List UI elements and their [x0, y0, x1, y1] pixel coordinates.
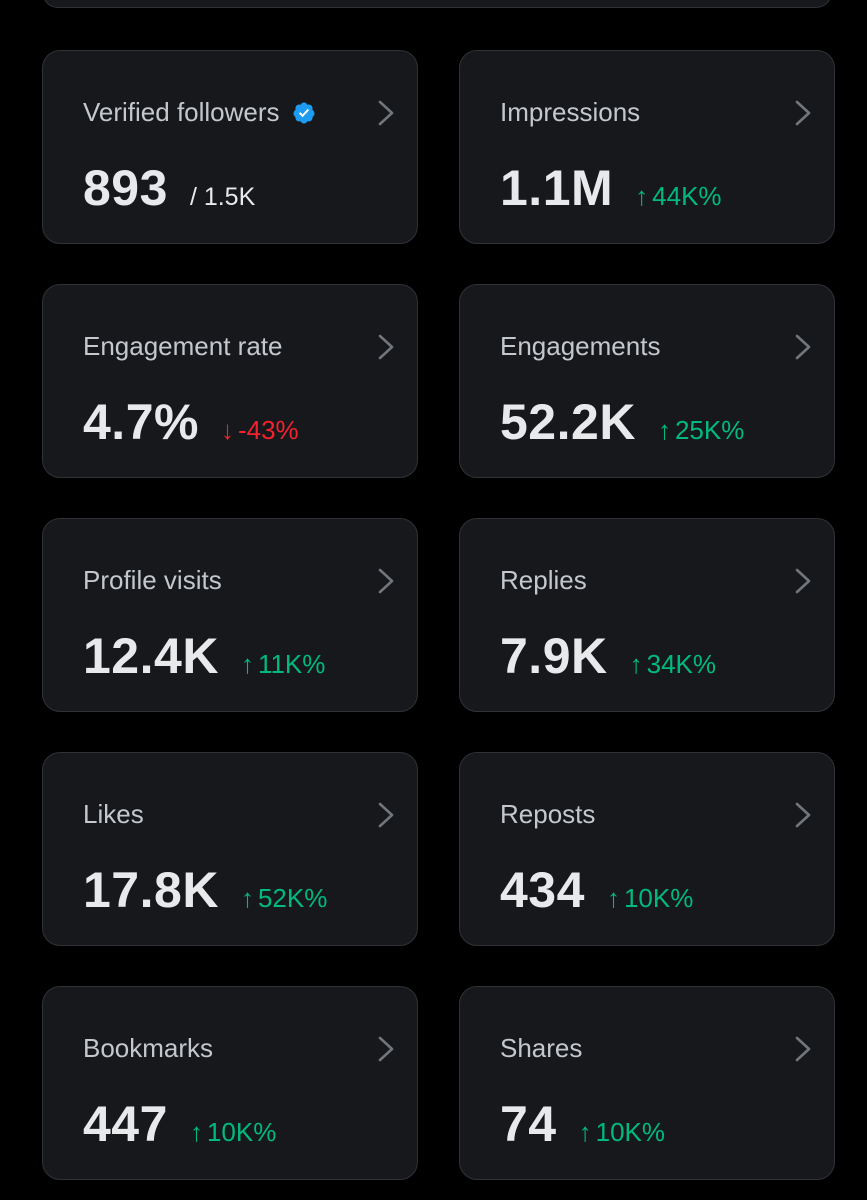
card-label: Bookmarks	[83, 1033, 214, 1063]
change-value: 10K%	[623, 883, 694, 913]
chevron-right-icon	[378, 100, 394, 126]
card-impressions[interactable]: Impressions 1.1M ↑ 44K%	[459, 50, 835, 244]
metric-value: 434	[500, 862, 585, 918]
value-row: 1.1M ↑ 44K%	[500, 159, 722, 217]
arrow-up-icon: ↑	[240, 649, 254, 679]
value-row: 12.4K ↑ 11K%	[83, 627, 325, 685]
arrow-up-icon: ↑	[635, 181, 649, 211]
card-engagements[interactable]: Engagements 52.2K ↑ 25K%	[459, 284, 835, 478]
metric-value: 1.1M	[500, 160, 614, 216]
metric-value: 4.7%	[83, 394, 199, 450]
card-label: Reposts	[500, 799, 596, 829]
value-row: 4.7% ↓ -43%	[83, 393, 299, 451]
arrow-up-icon: ↑	[629, 649, 643, 679]
card-replies[interactable]: Replies 7.9K ↑ 34K%	[459, 518, 835, 712]
arrow-up-icon: ↑	[578, 1117, 592, 1147]
card-label: Shares	[500, 1033, 583, 1063]
metric-total: / 1.5K	[189, 183, 256, 211]
change-indicator: ↑ 10K%	[190, 1117, 276, 1148]
card-label: Likes	[83, 799, 144, 829]
value-row: 434 ↑ 10K%	[500, 861, 693, 919]
card-likes[interactable]: Likes 17.8K ↑ 52K%	[42, 752, 418, 946]
metric-value: 12.4K	[83, 628, 219, 684]
change-value: 25K%	[674, 415, 745, 445]
arrow-up-icon: ↑	[657, 415, 671, 445]
card-reposts[interactable]: Reposts 434 ↑ 10K%	[459, 752, 835, 946]
card-label-text: Verified followers	[83, 97, 280, 127]
change-indicator: ↑ 10K%	[607, 883, 693, 914]
card-label: Engagement rate	[83, 331, 283, 361]
metric-value: 74	[500, 1096, 557, 1152]
metric-value: 447	[83, 1096, 168, 1152]
card-label: Replies	[500, 565, 587, 595]
chevron-right-icon	[795, 1036, 811, 1062]
change-value: 10K%	[595, 1117, 666, 1147]
card-profile-visits[interactable]: Profile visits 12.4K ↑ 11K%	[42, 518, 418, 712]
change-indicator: ↑ 34K%	[630, 649, 716, 680]
chevron-right-icon	[378, 568, 394, 594]
card-shares[interactable]: Shares 74 ↑ 10K%	[459, 986, 835, 1180]
chevron-right-icon	[378, 334, 394, 360]
card-bookmarks[interactable]: Bookmarks 447 ↑ 10K%	[42, 986, 418, 1180]
chevron-right-icon	[378, 1036, 394, 1062]
arrow-up-icon: ↑	[240, 883, 254, 913]
value-row: 893 / 1.5K	[83, 159, 255, 217]
arrow-down-icon: ↓	[220, 415, 234, 445]
metric-value: 52.2K	[500, 394, 636, 450]
chevron-right-icon	[378, 802, 394, 828]
chevron-right-icon	[795, 100, 811, 126]
chevron-right-icon	[795, 802, 811, 828]
card-label: Profile visits	[83, 565, 222, 595]
value-row: 7.9K ↑ 34K%	[500, 627, 716, 685]
value-row: 447 ↑ 10K%	[83, 1095, 276, 1153]
change-value: 10K%	[206, 1117, 277, 1147]
change-value: 52K%	[257, 883, 328, 913]
metric-value: 893	[83, 160, 168, 216]
metric-value: 17.8K	[83, 862, 219, 918]
change-value: 44K%	[652, 181, 722, 211]
chevron-right-icon	[795, 568, 811, 594]
metric-value: 7.9K	[500, 628, 608, 684]
change-indicator: ↑ 52K%	[241, 883, 327, 914]
value-row: 17.8K ↑ 52K%	[83, 861, 327, 919]
chevron-right-icon	[795, 334, 811, 360]
card-label: Impressions	[500, 97, 641, 127]
card-label: Verified followers	[83, 97, 316, 128]
card-label: Engagements	[500, 331, 661, 361]
card-verified-followers[interactable]: Verified followers 893 / 1.5K	[42, 50, 418, 244]
verified-badge-icon	[293, 102, 315, 123]
card-engagement-rate[interactable]: Engagement rate 4.7% ↓ -43%	[42, 284, 418, 478]
value-row: 52.2K ↑ 25K%	[500, 393, 744, 451]
arrow-up-icon: ↑	[606, 883, 620, 913]
change-value: 34K%	[646, 649, 717, 679]
previous-card-edge	[42, 0, 832, 8]
change-value: -43%	[237, 415, 299, 445]
value-row: 74 ↑ 10K%	[500, 1095, 665, 1153]
metrics-grid: Verified followers 893 / 1.5K Impression…	[42, 50, 835, 1180]
change-indicator: ↓ -43%	[221, 415, 299, 446]
change-indicator: ↑ 25K%	[658, 415, 744, 446]
change-value: 11K%	[257, 649, 326, 679]
change-indicator: ↑ 11K%	[241, 649, 325, 680]
arrow-up-icon: ↑	[189, 1117, 203, 1147]
change-indicator: ↑ 44K%	[635, 181, 721, 212]
change-indicator: ↑ 10K%	[579, 1117, 665, 1148]
